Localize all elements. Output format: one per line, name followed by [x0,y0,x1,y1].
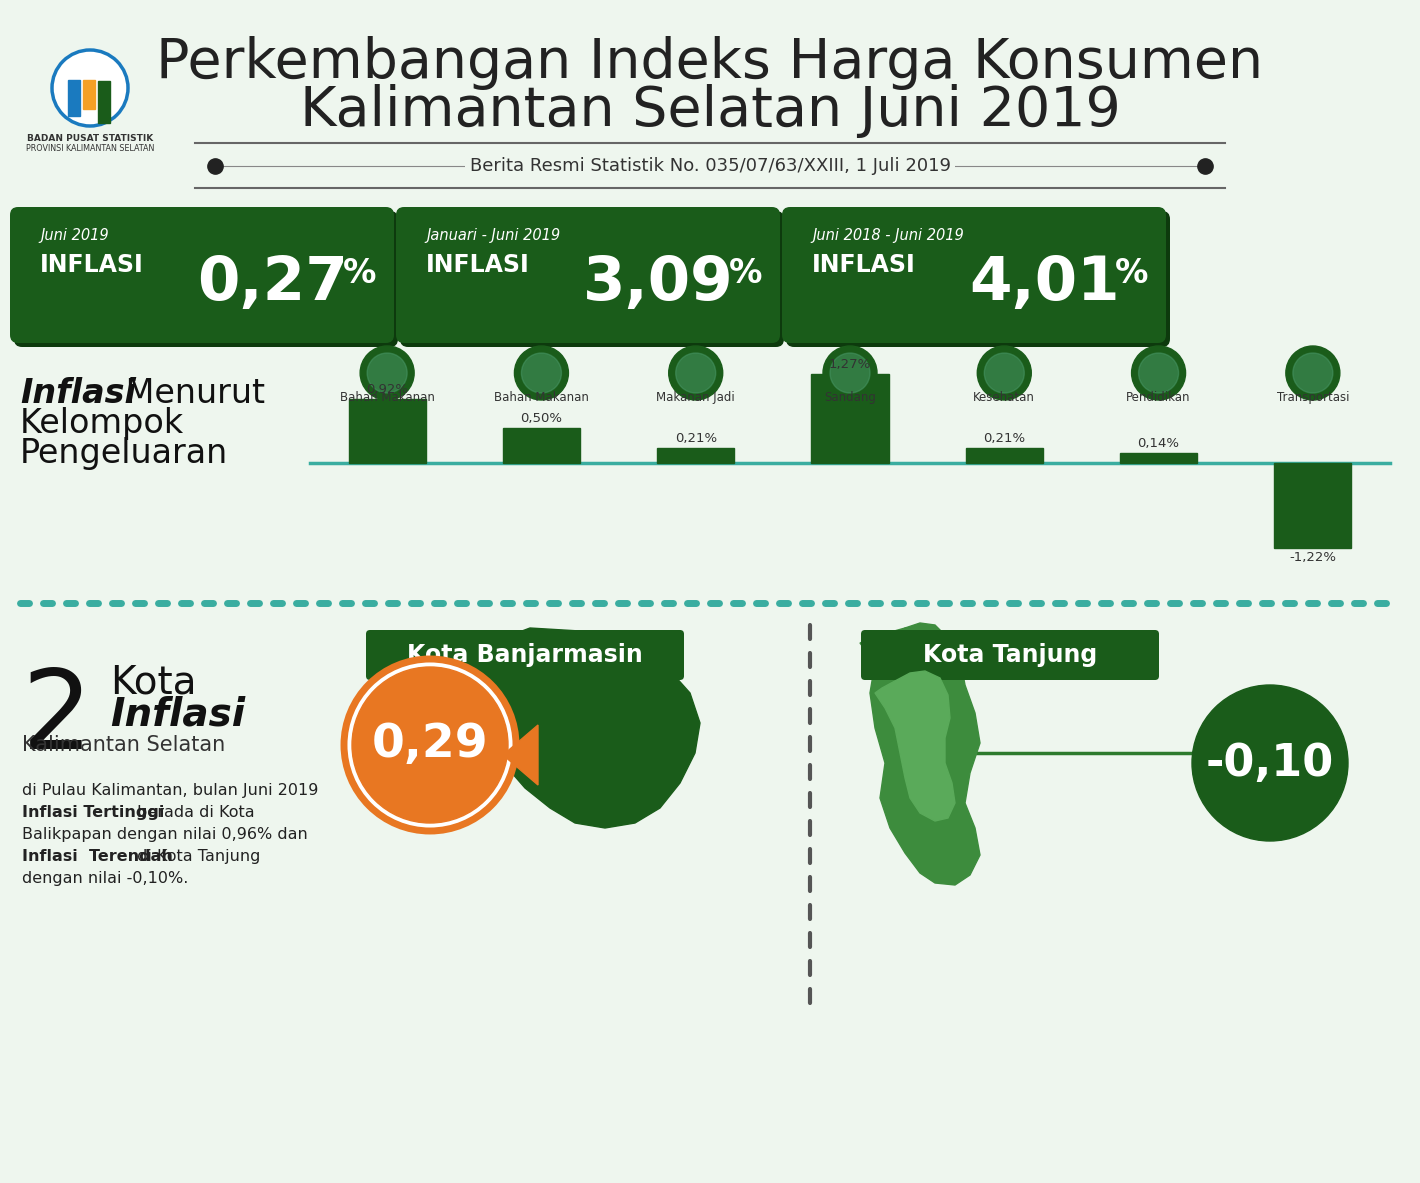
Bar [1120,453,1197,463]
Text: Bahan Makanan: Bahan Makanan [339,392,435,405]
Text: INFLASI: INFLASI [812,253,916,277]
Circle shape [669,345,723,400]
Text: 1,27%: 1,27% [829,358,870,371]
Text: Balikpapan dengan nilai 0,96% dan: Balikpapan dengan nilai 0,96% dan [21,827,308,842]
Polygon shape [875,671,956,821]
Text: Juni 2019: Juni 2019 [40,227,108,243]
Text: 0,29: 0,29 [372,723,488,768]
Circle shape [352,667,508,823]
Circle shape [676,353,716,393]
Bar [966,448,1042,463]
Bar [82,80,95,109]
Text: 0,14%: 0,14% [1137,438,1180,451]
Circle shape [831,353,870,393]
Circle shape [521,353,561,393]
Circle shape [514,345,568,400]
Text: -0,10: -0,10 [1206,742,1335,784]
Polygon shape [900,623,944,653]
Circle shape [368,353,408,393]
Text: Inflasi: Inflasi [109,694,246,733]
Circle shape [1191,685,1348,841]
FancyBboxPatch shape [861,631,1159,680]
Text: Juni 2018 - Juni 2019: Juni 2018 - Juni 2019 [812,227,964,243]
Bar [1274,463,1352,549]
Bar [503,428,579,463]
Text: Perkembangan Indeks Harga Konsumen: Perkembangan Indeks Harga Konsumen [156,35,1264,90]
Circle shape [977,345,1031,400]
Circle shape [824,345,878,400]
FancyBboxPatch shape [396,207,780,343]
Text: dengan nilai -0,10%.: dengan nilai -0,10%. [21,871,189,886]
Text: PROVINSI KALIMANTAN SELATAN: PROVINSI KALIMANTAN SELATAN [26,144,155,153]
Text: di Kota Tanjung: di Kota Tanjung [132,849,261,864]
Text: Pendidikan: Pendidikan [1126,392,1191,405]
Text: Januari - Juni 2019: Januari - Juni 2019 [426,227,559,243]
Text: -1,22%: -1,22% [1289,551,1336,564]
Text: 4,01: 4,01 [970,253,1120,312]
Circle shape [1139,353,1179,393]
Text: 0,92%: 0,92% [366,382,408,395]
Bar [68,80,80,116]
Circle shape [1132,345,1186,400]
FancyBboxPatch shape [400,211,784,347]
Circle shape [361,345,415,400]
Polygon shape [481,628,700,828]
Text: 3,09: 3,09 [584,253,734,312]
Text: Makanan Jadi: Makanan Jadi [656,392,736,405]
Circle shape [984,353,1024,393]
Circle shape [53,50,128,127]
Text: Inflasi  Terendah: Inflasi Terendah [21,849,173,864]
Text: 0,21%: 0,21% [674,432,717,445]
Text: Inflasi: Inflasi [20,376,136,409]
Text: BADAN PUSAT STATISTIK: BADAN PUSAT STATISTIK [27,134,153,143]
Text: Transportasi: Transportasi [1277,392,1349,405]
Text: Kota Tanjung: Kota Tanjung [923,644,1098,667]
FancyBboxPatch shape [366,631,684,680]
Circle shape [1292,353,1333,393]
Text: Kalimantan Selatan Juni 2019: Kalimantan Selatan Juni 2019 [300,84,1120,138]
Text: Bahan Makanan: Bahan Makanan [494,392,589,405]
Text: Menurut: Menurut [115,376,266,409]
FancyBboxPatch shape [782,207,1166,343]
Text: Kalimantan Selatan: Kalimantan Selatan [21,735,226,755]
Text: Berita Resmi Statistik No. 035/07/63/XXIII, 1 Juli 2019: Berita Resmi Statistik No. 035/07/63/XXI… [470,157,950,175]
FancyBboxPatch shape [14,211,398,347]
Bar [657,448,734,463]
Text: %: % [342,257,376,290]
FancyBboxPatch shape [10,207,393,343]
Text: Inflasi Tertinggi: Inflasi Tertinggi [21,804,165,820]
Text: 2: 2 [21,665,92,772]
Text: Kota Banjarmasin: Kota Banjarmasin [408,644,643,667]
Text: 0,27: 0,27 [197,253,348,312]
Text: Kesehatan: Kesehatan [973,392,1035,405]
Text: 0,50%: 0,50% [520,412,562,425]
Circle shape [344,659,515,830]
Text: Kota: Kota [109,662,196,702]
Text: %: % [728,257,763,290]
Bar [811,374,889,463]
Text: INFLASI: INFLASI [426,253,530,277]
Circle shape [1287,345,1340,400]
Text: Pengeluaran: Pengeluaran [20,437,229,470]
Bar [98,80,109,123]
Text: di Pulau Kalimantan, bulan Juni 2019: di Pulau Kalimantan, bulan Juni 2019 [21,783,318,799]
Text: INFLASI: INFLASI [40,253,143,277]
Text: %: % [1115,257,1147,290]
Bar [348,399,426,463]
Text: Sandang: Sandang [824,392,876,405]
Text: Kelompok: Kelompok [20,407,185,440]
Polygon shape [503,725,538,786]
FancyBboxPatch shape [787,211,1170,347]
Text: 0,21%: 0,21% [983,432,1025,445]
Polygon shape [861,628,980,885]
Text: berada di Kota: berada di Kota [132,804,256,820]
